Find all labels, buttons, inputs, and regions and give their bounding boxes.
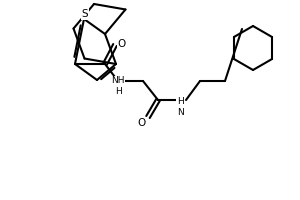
Text: O: O [137,118,145,128]
Text: O: O [118,39,126,49]
Text: H
N: H N [177,97,183,117]
Text: S: S [82,9,88,19]
Text: NH
H: NH H [111,76,125,96]
